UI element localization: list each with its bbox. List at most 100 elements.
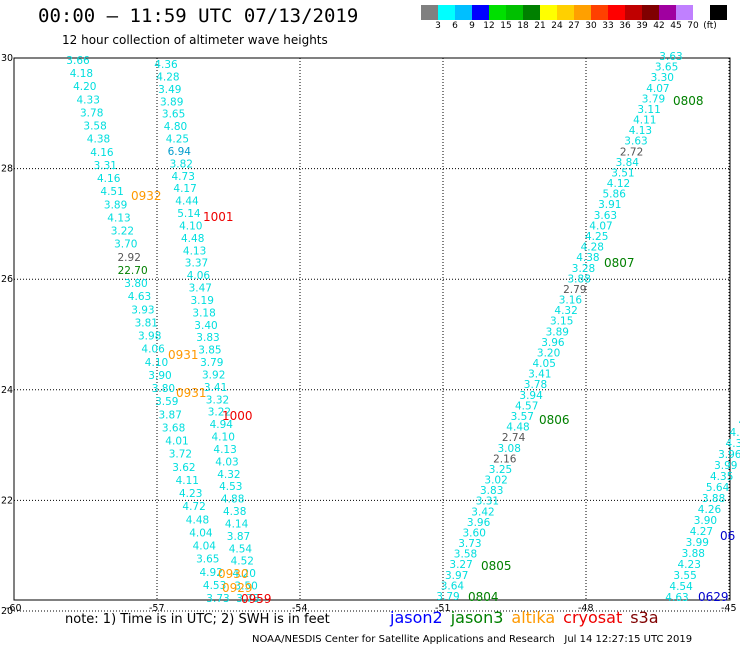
wave-height-value: 3.90 [694,515,717,527]
wave-height-value: 4.51 [100,186,123,198]
legend-label: 24 [551,21,563,31]
wave-height-value: 4.57 [515,400,538,412]
legend-labels: 3 6 9 12 15 18 21 24 27 30 33 36 39 42 45 70 (ft) [421,20,727,33]
wave-height-value: 4.04 [193,541,217,553]
wave-height-value: 4 [739,416,740,428]
wave-height-value: 2.72 [620,146,643,158]
wave-height-value: 3.99 [686,537,709,549]
wave-height-value: 3.91 [598,199,621,211]
wave-height-value: 5.14 [177,208,201,220]
wave-height-value: 4.26 [698,504,722,516]
wave-height-value: 4.11 [633,115,656,127]
wave-height-value: 3.59 [155,396,178,408]
wave-height-value: 3.41 [204,382,227,394]
satellite-jason3: jason3 [450,608,504,627]
wave-height-value: 4.03 [215,456,238,468]
pass-time-label: 0806 [539,413,570,427]
wave-height-value: 4.11 [176,475,199,487]
wave-height-value: 4.25 [585,231,608,243]
wave-height-value: 4.38 [87,134,110,146]
wave-height-value: 4.94 [210,419,234,431]
legend-label: 36 [619,21,631,31]
legend-label: 9 [469,21,475,31]
legend-swatches [421,5,727,20]
wave-height-value: 3.93 [131,304,154,316]
satellite-key: jason2 jason3 altika cryosat s3a [390,608,667,627]
legend-swatch [523,5,540,20]
wave-height-value: 3.78 [80,108,103,120]
wave-height-value: 3.79 [436,591,459,603]
wave-height-value: 3.20 [537,348,560,360]
wave-height-value: 3.68 [162,422,185,434]
wave-height-value: 2.74 [502,432,526,444]
wave-height-value: 3.70 [114,239,137,251]
pass-time-label: 0804 [468,590,499,604]
wave-height-value: 4.88 [221,494,244,506]
wave-height-value: 4.92 [200,567,223,579]
wave-height-value: 3.37 [185,258,208,270]
wave-height-value: 3.30 [651,72,674,84]
wave-height-value: 3.65 [655,62,678,74]
wave-height-value: 3.94 [519,390,543,402]
wave-height-value: 3.64 [441,580,465,592]
pass-time-label: 06 [720,529,735,543]
legend-swatch [608,5,625,20]
wave-height-value: 4.13 [213,444,236,456]
wave-height-value: 3.89 [104,199,127,211]
pass-time-label: 0930 [218,567,249,581]
legend-label: 21 [534,21,546,31]
wave-height-value: 4.06 [187,270,211,282]
wave-height-value: 3.40 [194,320,217,332]
pass-time-label: 0931 [168,348,199,362]
wave-height-value: 3.63 [624,136,647,148]
pass-time-label: 0808 [673,94,704,108]
wave-height-color-legend: 3 6 9 12 15 18 21 24 27 30 33 36 39 42 45 70 (ft) [421,5,727,33]
wave-height-value: 2.92 [118,252,141,264]
latitude-tick: 28 [1,164,13,175]
pass-time-label: 0805 [481,559,512,573]
longitude-tick: -57 [149,603,165,614]
legend-swatch [574,5,591,20]
wave-height-value: 3.88 [568,273,591,285]
wave-height-value: 3.72 [169,449,192,461]
wave-height-value: 3.85 [198,345,221,357]
wave-height-value: 3.90 [148,370,171,382]
wave-height-value: 4.25 [166,134,189,146]
latitude-tick: 24 [1,385,13,396]
legend-swatch [455,5,472,20]
wave-height-value: 3.65 [162,109,185,121]
wave-height-value: 3.25 [489,464,512,476]
wave-height-value: 3.66 [66,55,90,67]
wave-height-value: 3.31 [94,160,117,172]
wave-height-value: 4.36 [154,59,178,71]
wave-height-value: 3.58 [83,121,106,133]
map-axis-ticks: -60 -57 -54 -51 -48 -45 30 28 26 24 22 20 [1,53,737,617]
latitude-tick: 22 [1,495,13,506]
wave-height-value: 3.83 [196,332,219,344]
wave-height-value: 3.83 [480,485,503,497]
wave-height-value: 3.22 [111,226,134,238]
wave-height-value: 3.22 [208,407,231,419]
longitude-tick: -54 [292,603,308,614]
wave-height-value: 3.88 [682,548,705,560]
legend-swatch [591,5,608,20]
wave-height-value: 3.28 [572,263,595,275]
wave-height-value: 3.73 [206,593,229,605]
latitude-tick: 26 [1,274,13,285]
wave-height-value: 3.57 [511,411,534,423]
wave-height-value: 4.04 [189,527,213,539]
wave-height-value: 4.32 [217,469,240,481]
wave-height-value: 4.48 [181,233,204,245]
legend-swatch [540,5,557,20]
wave-height-value: 22.70 [118,265,148,277]
wave-height-value: 4.13 [107,213,130,225]
wave-height-value: 4.10 [179,220,202,232]
wave-height-value: 4.01 [165,436,188,448]
wave-height-value: 3.73 [236,593,259,605]
legend-swatch [489,5,506,20]
wave-height-value: 3.58 [454,549,477,561]
legend-label: 27 [568,21,580,31]
wave-height-value: 3.49 [158,84,181,96]
longitude-tick: -48 [578,603,594,614]
wave-height-value: 3.78 [524,379,547,391]
